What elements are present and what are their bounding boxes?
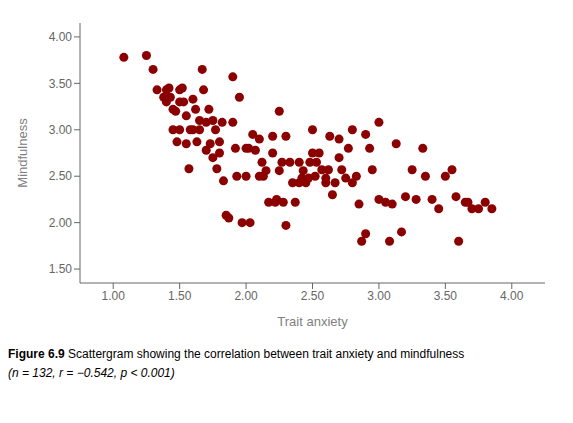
svg-text:1.00: 1.00 xyxy=(102,289,126,303)
svg-text:4.00: 4.00 xyxy=(500,289,524,303)
svg-text:2.50: 2.50 xyxy=(49,169,73,183)
svg-text:3.00: 3.00 xyxy=(49,123,73,137)
svg-text:Mindfulness: Mindfulness xyxy=(15,118,30,188)
svg-text:2.50: 2.50 xyxy=(301,289,325,303)
svg-text:2.00: 2.00 xyxy=(234,289,258,303)
svg-text:1.50: 1.50 xyxy=(168,289,192,303)
svg-text:2.00: 2.00 xyxy=(49,216,73,230)
svg-text:3.50: 3.50 xyxy=(49,77,73,91)
svg-text:1.50: 1.50 xyxy=(49,262,73,276)
svg-text:3.00: 3.00 xyxy=(367,289,391,303)
html-text:Figure 6.9 Scattergram showing: Figure 6.9 Scattergram showing the corre… xyxy=(8,347,465,361)
svg-text:4.00: 4.00 xyxy=(49,30,73,44)
html-text:(n = 132, r = −0.542, p < 0.00: (n = 132, r = −0.542, p < 0.001) xyxy=(8,366,175,380)
svg-text:Trait anxiety: Trait anxiety xyxy=(277,314,348,329)
svg-text:3.50: 3.50 xyxy=(434,289,458,303)
